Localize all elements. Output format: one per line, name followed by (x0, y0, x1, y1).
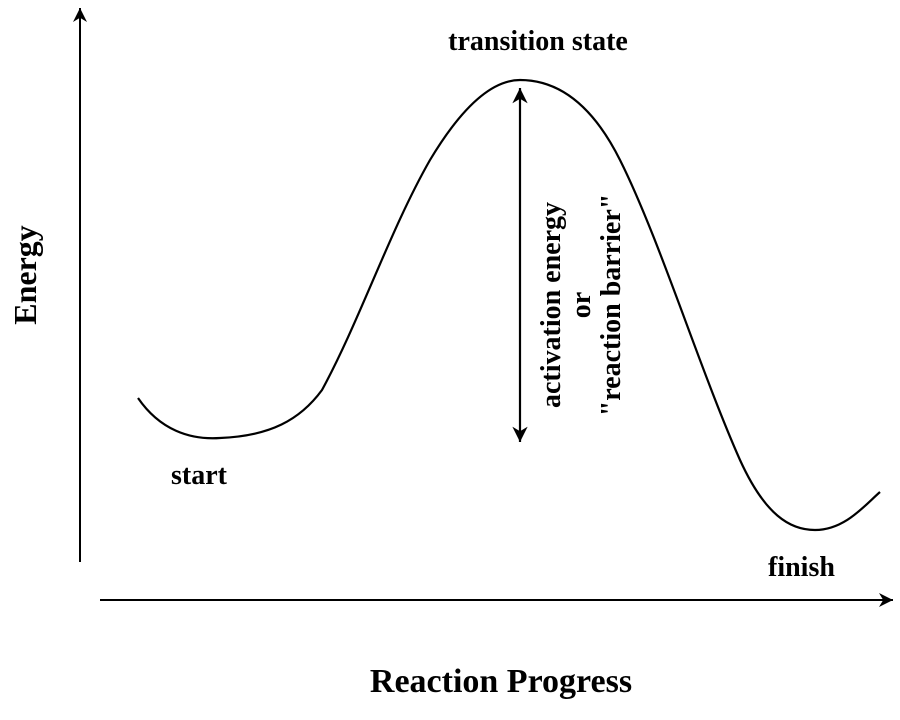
energy-curve (137, 78, 881, 532)
or-label: or (566, 292, 597, 318)
reaction-barrier-label: "reaction barrier" (596, 194, 627, 417)
finish-label: finish (768, 552, 835, 583)
transition-state-label: transition state (448, 26, 628, 57)
y-axis-label: Energy (7, 225, 43, 325)
activation-energy-label: activation energy (536, 202, 567, 408)
activation-energy-annotation: activation energy or "reaction barrier" (536, 194, 627, 417)
start-label: start (171, 460, 228, 491)
x-axis-label: Reaction Progress (370, 663, 632, 700)
